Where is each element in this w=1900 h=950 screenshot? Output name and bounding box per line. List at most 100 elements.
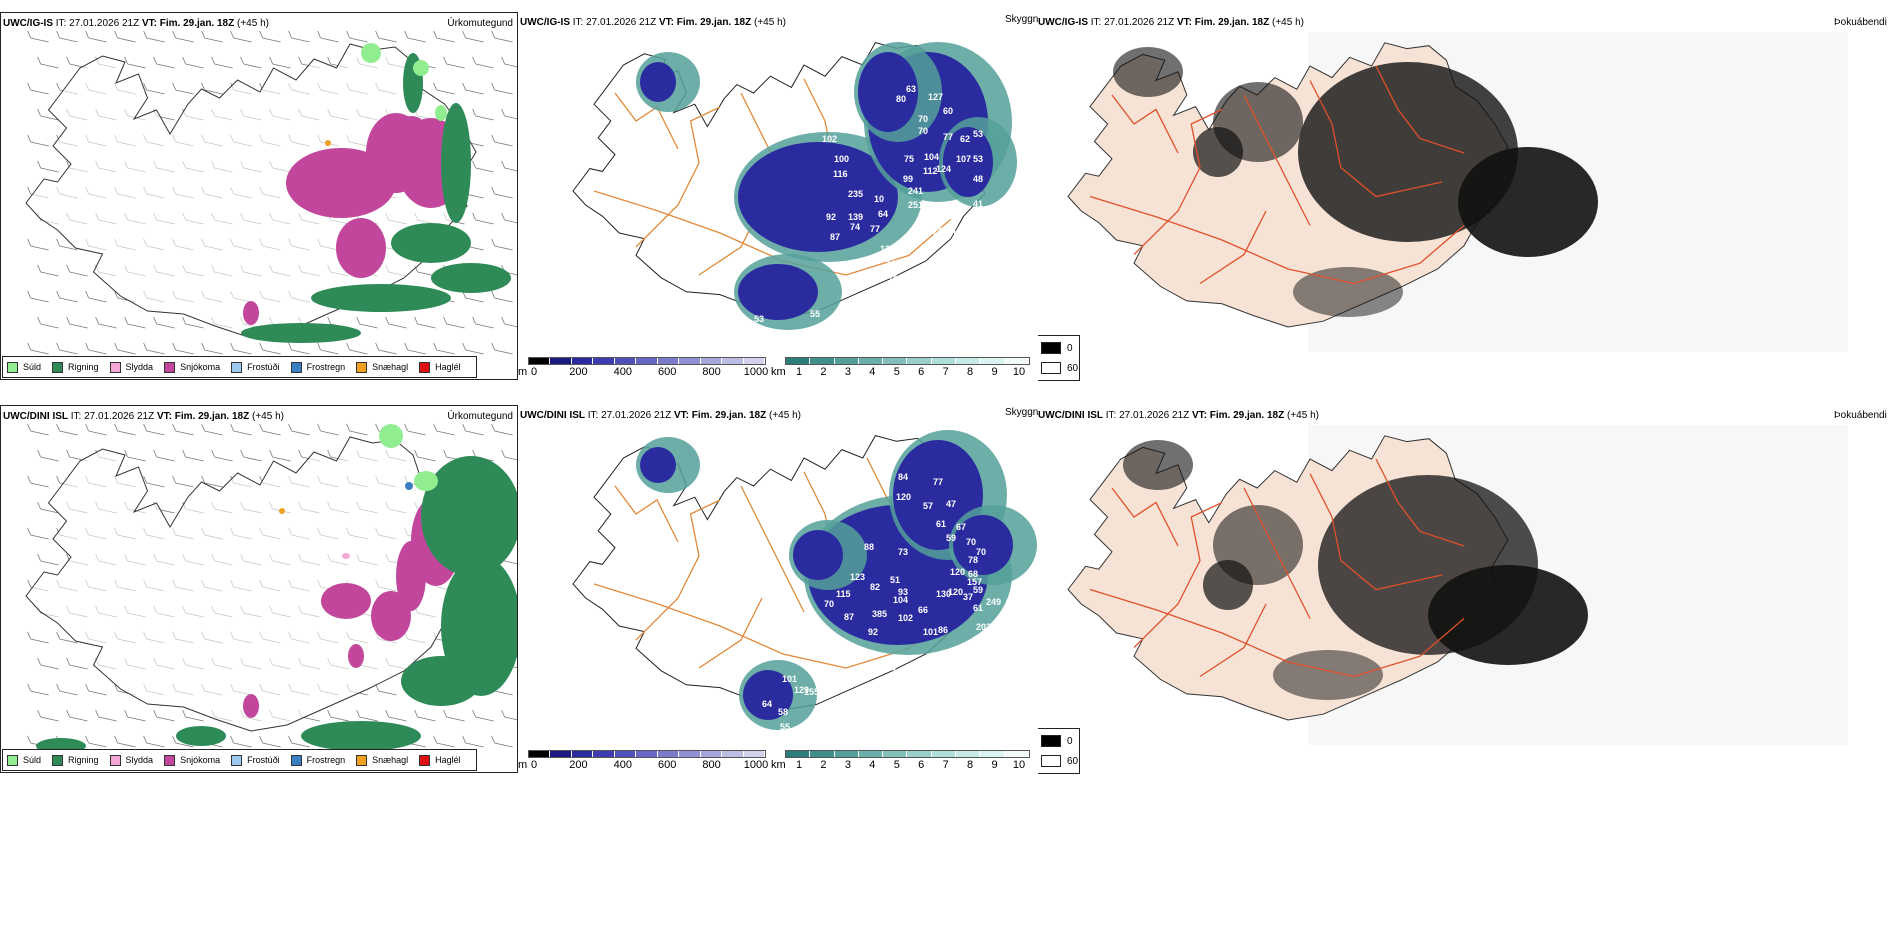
cloud-base-value: 77 [943,132,953,142]
visibility-tick: 10 [1012,366,1026,378]
panel-header: UWC/IG-IS IT: 27.01.2026 21Z VT: Fim. 29… [3,18,269,29]
legend-swatch [419,361,431,373]
precip-area [243,301,259,325]
fog-title: Þokuábendi [1834,410,1887,421]
cloud-base-value: 62 [960,134,970,144]
cloud-base-tick: 600 [658,366,677,378]
lead-time: (+45 h) [237,18,269,29]
legend-swatch [231,754,243,766]
cloud-base-value: 70 [918,114,928,124]
cloud-base-tick: 800 [702,759,721,771]
fog-area [1273,650,1383,700]
fog-area [1193,127,1243,177]
cloud-base-value: 100 [834,154,849,164]
visibility-tick: 5 [893,366,900,378]
visibility-tick: 7 [942,759,949,771]
legend-swatch [290,754,302,766]
cloud-base-value: 157 [967,577,982,587]
legend-label: Snjókoma [180,755,221,765]
legend-item: Rigning [52,754,99,766]
fog-legend-dark [1041,342,1061,354]
lead-time: (+45 h) [1287,410,1319,421]
cloud-base-value: 107 [956,154,971,164]
cloud-base-area [858,52,918,132]
cloud-base-value: 247 [946,252,961,262]
cloud-base-value: 385 [872,609,887,619]
cloud-base-value: 120 [950,567,965,577]
valid-label: VT: [673,410,689,421]
lead-time: (+45 h) [1272,17,1304,28]
legend-swatch [52,754,64,766]
fog-legend: 0 60 [1038,728,1080,774]
cloud-base-title: Skyggni [1005,14,1038,25]
cloud-base-value: 53 [754,314,764,324]
legend-label: Snæhagl [372,362,409,372]
precip-area [336,218,386,278]
cloud-base-area [943,127,993,197]
cloud-base-value: 53 [973,129,983,139]
cloud-base-value: 42 [970,209,980,219]
cloud-base-value: 104 [924,152,939,162]
cloud-base-value: 203 [976,622,991,632]
init-time: 27.01.2026 21Z [69,18,140,29]
visibility-colorbar: km 1 2 3 4 5 6 7 8 9 10 [771,357,1036,381]
precip-type-title: Úrkomutegund [447,411,513,422]
fog-panel: UWC/DINI ISL IT: 27.01.2026 21Z VT: Fim.… [1038,405,1900,785]
cloud-base-value: 101 [923,627,938,637]
fog-legend-high: 60 [1067,756,1079,767]
fog-legend-light [1041,755,1061,767]
valid-label: VT: [1176,17,1192,28]
model-name: UWC/DINI ISL [520,410,585,421]
valid-time: Fim. 29.jan. 18Z [676,17,752,28]
precip-area [401,656,481,706]
precip-area [414,471,438,491]
cloud-base-tick: 400 [613,759,632,771]
lead-time: (+45 h) [769,410,801,421]
panel-header: UWC/DINI ISL IT: 27.01.2026 21Z VT: Fim.… [520,410,801,421]
precip-area [325,140,331,146]
cloud-base-value: 59 [946,533,956,543]
fog-map [1067,425,1848,745]
visibility-tick: 6 [918,759,925,771]
precip-area [441,103,471,223]
legend-swatch [356,754,368,766]
cloud-base-value: 99 [903,174,913,184]
init-label: IT: [55,18,67,29]
cloud-base-value: 120 [896,492,911,502]
cloud-base-value: 126 [880,244,895,254]
visibility-tick: 7 [942,366,949,378]
legend-item: Súld [7,754,41,766]
legend-item: Snæhagl [356,361,409,373]
fog-legend-low: 0 [1067,343,1073,354]
legend-swatch [231,361,243,373]
precip-area [311,284,451,312]
valid-label: VT: [1191,410,1207,421]
precip-area [241,323,361,343]
cloud-base-value: 77 [870,224,880,234]
cloud-base-tick: 200 [569,366,588,378]
legend-item: Frostúði [231,361,280,373]
cloud-base-value: 139 [848,212,863,222]
precip-area [431,263,511,293]
init-time: 27.01.2026 21Z [1119,410,1190,421]
cloud-base-value: 41 [973,199,983,209]
cloud-base-value: 133 [892,667,907,677]
cloud-base-value: 55 [810,309,820,319]
cloud-base-value: 138 [950,202,965,212]
model-name: UWC/IG-IS [3,18,53,29]
cloud-base-value: 165 [888,274,903,284]
visibility-tick: 8 [967,759,974,771]
legend-item: Frostregn [290,754,345,766]
cloud-base-value: 75 [904,154,914,164]
legend-item: Rigning [52,361,99,373]
fog-legend: 0 60 [1038,335,1080,381]
precip-area [435,105,447,121]
panel-header: UWC/DINI ISL IT: 27.01.2026 21Z VT: Fim.… [1038,410,1319,421]
cloud-base-value: 130 [936,589,951,599]
legend-label: Snæhagl [372,755,409,765]
cloud-base-value: 92 [868,627,878,637]
cloud-base-tick: 1000 [743,366,769,378]
cloud-base-value: 241 [908,186,923,196]
cloud-base-tick: 1000 [743,759,769,771]
